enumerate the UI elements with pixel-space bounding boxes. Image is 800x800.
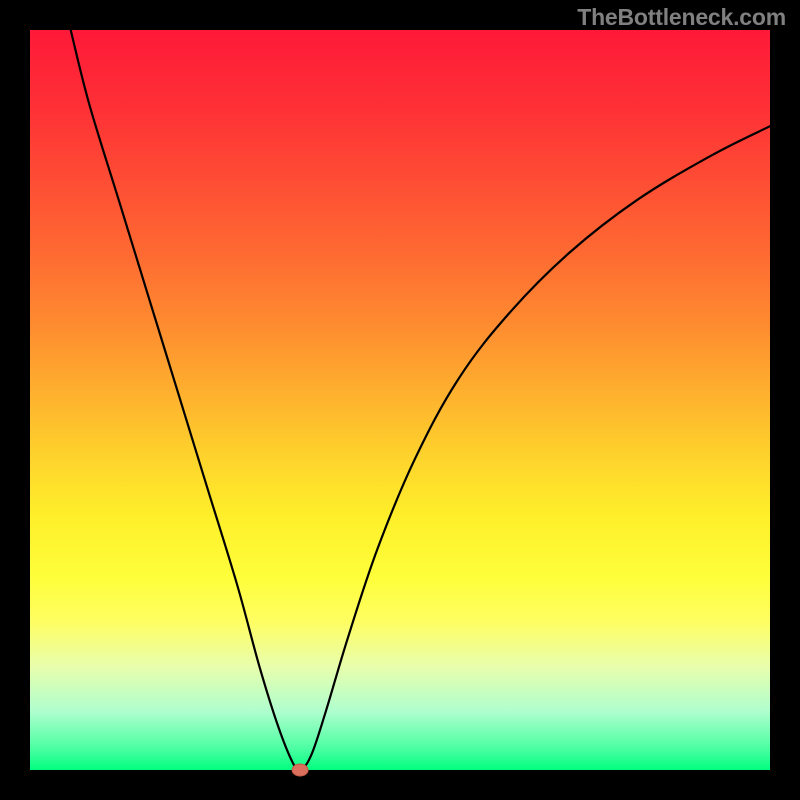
watermark-text: TheBottleneck.com	[577, 4, 786, 31]
bottleneck-chart	[0, 0, 800, 800]
chart-container: TheBottleneck.com	[0, 0, 800, 800]
plot-background	[30, 30, 770, 770]
minimum-marker	[292, 764, 308, 776]
